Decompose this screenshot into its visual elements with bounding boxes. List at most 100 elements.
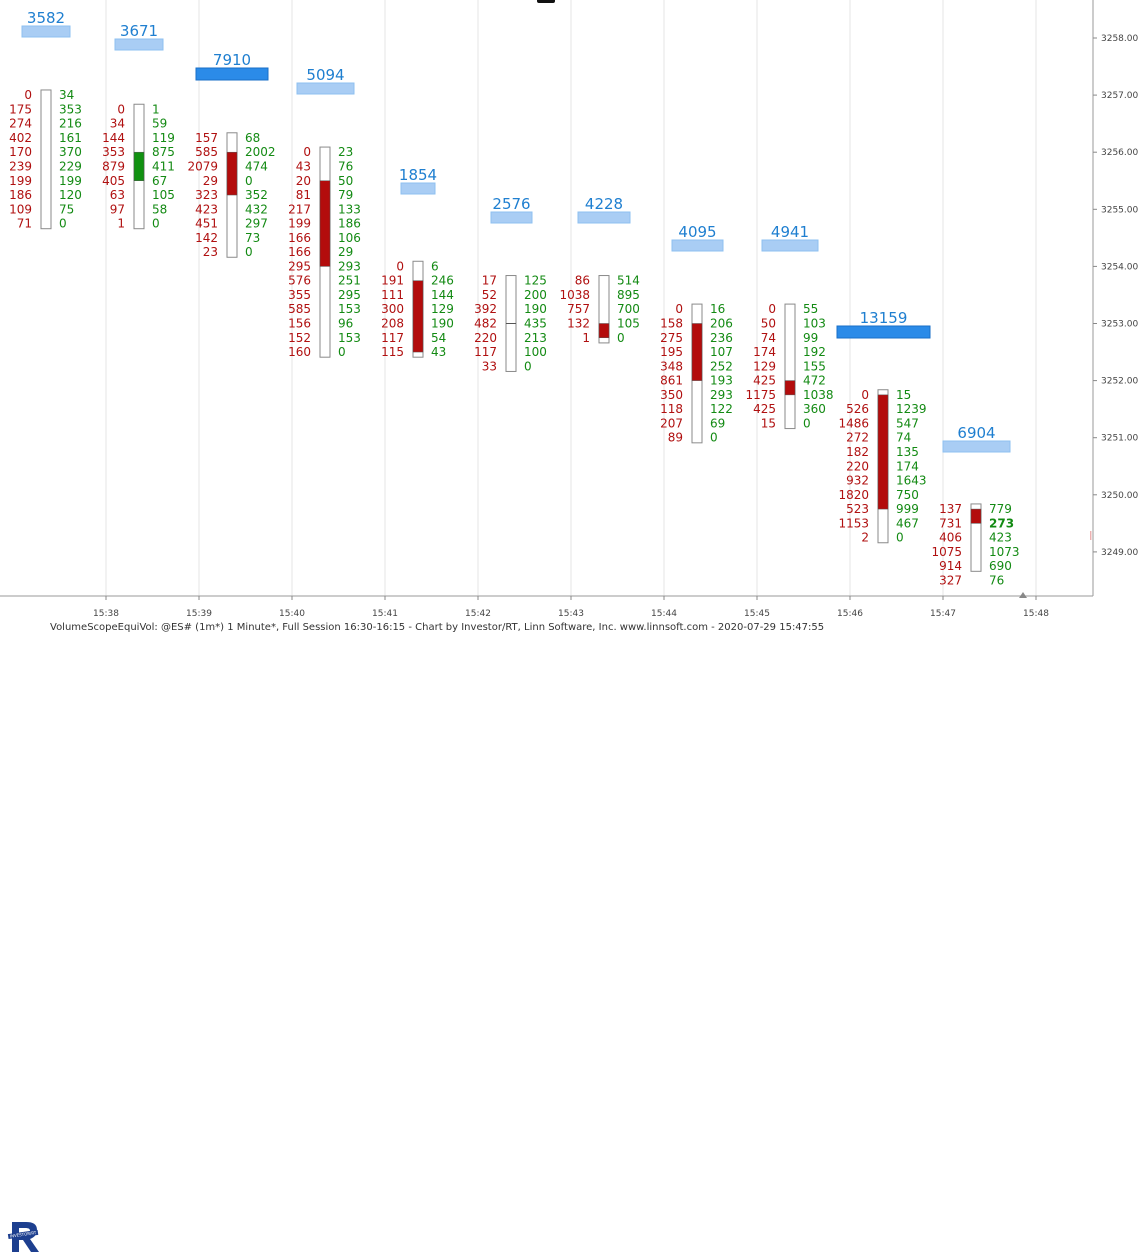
- volume-box: [296, 82, 355, 95]
- bid-volume-cell: 932: [846, 474, 869, 488]
- ask-volume-cell: 58: [152, 202, 167, 216]
- bid-volume-cell: 199: [9, 174, 32, 188]
- volume-label: 4095: [678, 223, 716, 241]
- bid-volume-cell: 0: [24, 88, 32, 102]
- bid-volume-cell: 1820: [838, 488, 869, 502]
- ask-volume-cell: 135: [896, 445, 919, 459]
- bid-volume-cell: 182: [846, 445, 869, 459]
- bid-volume-cell: 220: [474, 331, 497, 345]
- bid-volume-cell: 217: [288, 202, 311, 216]
- ask-volume-cell: 15: [896, 388, 911, 402]
- ask-volume-cell: 161: [59, 131, 82, 145]
- ask-volume-cell: 153: [338, 331, 361, 345]
- chart-canvas[interactable]: 3258.00 3257.00 3256.00 3255.00 3254.00 3253.…: [0, 0, 1144, 620]
- volume-label: 1854: [399, 166, 437, 184]
- ask-volume-cell: 76: [989, 573, 1004, 587]
- ask-volume-cell: 216: [59, 117, 82, 131]
- bid-volume-cell: 272: [846, 431, 869, 445]
- ask-volume-cell: 105: [617, 317, 640, 331]
- ask-volume-cell: 67: [152, 174, 167, 188]
- ask-volume-cell: 295: [338, 288, 361, 302]
- footprint-bar: 3582017527440217023919918610971343532161…: [9, 9, 82, 231]
- ask-volume-cell: 73: [245, 231, 260, 245]
- ask-volume-cell: 200: [524, 288, 547, 302]
- footprint-bar: 3671034144353879405639711591198754116710…: [102, 22, 175, 231]
- footprint-bar: 4095015827519534886135011820789162062361…: [660, 223, 733, 445]
- bid-volume-cell: 111: [381, 288, 404, 302]
- bar-body: [226, 151, 238, 196]
- price-range-box: [784, 303, 796, 430]
- bid-volume-cell: 1486: [838, 416, 869, 430]
- bid-volume-cell: 0: [861, 388, 869, 402]
- bid-volume-cell: 0: [675, 302, 683, 316]
- bid-volume-cell: 879: [102, 159, 125, 173]
- bid-volume-cell: 15: [761, 416, 776, 430]
- bid-volume-cell: 2079: [187, 159, 218, 173]
- ask-volume-cell: 236: [710, 331, 733, 345]
- ask-volume-cell: 547: [896, 416, 919, 430]
- ask-volume-cell: 153: [338, 302, 361, 316]
- ask-volume-cell: 133: [338, 202, 361, 216]
- bid-volume-cell: 71: [17, 217, 32, 231]
- ask-volume-cell: 34: [59, 88, 74, 102]
- bid-volume-cell: 208: [381, 317, 404, 331]
- volume-box: [21, 25, 71, 38]
- footprint-bar: 5094043208121719916616629557635558515615…: [288, 66, 361, 359]
- bid-volume-cell: 97: [110, 202, 125, 216]
- bid-volume-cell: 1: [582, 331, 590, 345]
- time-tick-label: 15:48: [1023, 609, 1049, 619]
- bid-volume-cell: 81: [296, 188, 311, 202]
- ask-volume-cell: 1038: [803, 388, 834, 402]
- price-tick-label: 3249.00: [1101, 548, 1138, 558]
- bid-volume-cell: 43: [296, 159, 311, 173]
- bid-volume-cell: 195: [660, 345, 683, 359]
- ask-volume-cell: 1643: [896, 474, 927, 488]
- ask-volume-cell: 79: [338, 188, 353, 202]
- bar-body: [412, 280, 424, 353]
- ask-volume-cell: 750: [896, 488, 919, 502]
- time-tick-label: 15:46: [837, 609, 863, 619]
- bar-body: [877, 394, 889, 510]
- ask-volume-cell: 360: [803, 402, 826, 416]
- bid-volume-cell: 731: [939, 516, 962, 530]
- ask-volume-cell: 144: [431, 288, 454, 302]
- ask-volume-cell: 700: [617, 302, 640, 316]
- ask-volume-cell: 100: [524, 345, 547, 359]
- bid-volume-cell: 423: [195, 202, 218, 216]
- bid-volume-cell: 20: [296, 174, 311, 188]
- price-tick-label: 3252.00: [1101, 377, 1138, 387]
- bid-volume-cell: 170: [9, 145, 32, 159]
- bid-volume-cell: 186: [9, 188, 32, 202]
- bid-volume-cell: 327: [939, 573, 962, 587]
- price-range-box: [598, 275, 610, 344]
- footprint-chart[interactable]: 3258.00 3257.00 3256.00 3255.00 3254.00 3253.…: [0, 0, 1144, 638]
- ask-volume-cell: 895: [617, 288, 640, 302]
- ask-volume-cell: 353: [59, 102, 82, 116]
- ask-volume-cell: 75: [59, 202, 74, 216]
- bid-volume-cell: 1175: [745, 388, 776, 402]
- ask-volume-cell: 411: [152, 159, 175, 173]
- bid-volume-cell: 174: [753, 345, 776, 359]
- bid-volume-cell: 144: [102, 131, 125, 145]
- bar-body: [691, 323, 703, 381]
- ask-volume-cell: 129: [431, 302, 454, 316]
- time-tick-label: 15:39: [186, 609, 212, 619]
- volume-label: 3671: [120, 22, 158, 40]
- ask-volume-cell: 432: [245, 202, 268, 216]
- bid-volume-cell: 191: [381, 274, 404, 288]
- ask-volume-cell: 293: [710, 388, 733, 402]
- bar-body: [319, 180, 331, 267]
- bid-volume-cell: 166: [288, 245, 311, 259]
- ask-volume-cell: 273: [989, 516, 1014, 530]
- bid-volume-cell: 275: [660, 331, 683, 345]
- time-tick-label: 15:44: [651, 609, 677, 619]
- volume-box: [942, 440, 1011, 453]
- bid-volume-cell: 2: [861, 531, 869, 545]
- ask-volume-cell: 16: [710, 302, 725, 316]
- footer-caption: VolumeScopeEquiVol: @ES# (1m*) 1 Minute*…: [50, 622, 825, 633]
- ask-volume-cell: 125: [524, 274, 547, 288]
- price-tick-label: 3256.00: [1101, 148, 1138, 158]
- bid-volume-cell: 23: [203, 245, 218, 259]
